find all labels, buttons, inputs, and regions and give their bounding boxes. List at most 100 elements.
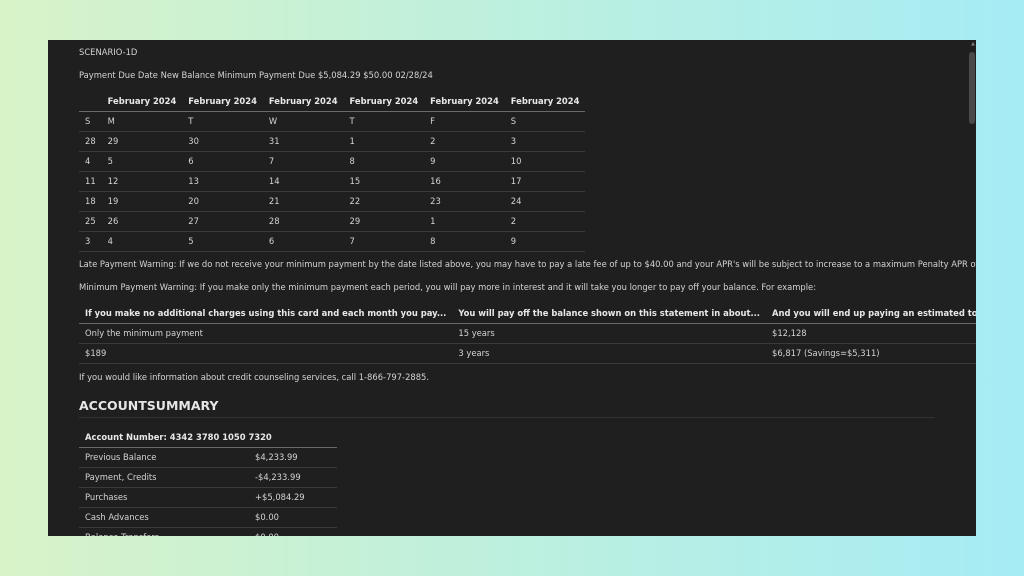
- calendar-cell: 13: [182, 171, 263, 192]
- calendar-cell: 22: [343, 191, 425, 212]
- summary-row: Previous Balance $4,233.99: [79, 447, 337, 468]
- account-summary-heading: ACCOUNTSUMMARY: [79, 398, 935, 418]
- calendar-row: 25 26 27 28 29 1 2: [79, 211, 586, 232]
- calendar-cell: 12: [101, 171, 183, 192]
- account-number-header: Account Number: 4342 3780 1050 7320: [79, 427, 337, 448]
- scenario-label: SCENARIO-1D: [79, 47, 138, 57]
- payoff-header: You will pay off the balance shown on th…: [452, 303, 766, 324]
- document-window: SCENARIO-1D Payment Due Date New Balance…: [48, 40, 976, 536]
- minimum-payment-warning: Minimum Payment Warning: If you make onl…: [79, 282, 817, 292]
- calendar-header: February 2024: [182, 91, 263, 112]
- calendar-cell: 21: [262, 191, 344, 212]
- calendar-cell: S: [504, 111, 586, 132]
- payoff-cell: 15 years: [452, 323, 766, 344]
- calendar-header: February 2024: [343, 91, 425, 112]
- calendar-cell: 26: [101, 211, 183, 232]
- calendar-row: 4 5 6 7 8 9 10: [79, 151, 586, 172]
- calendar-cell: 14: [262, 171, 344, 192]
- calendar-cell: 2: [424, 131, 505, 152]
- payoff-cell: $6,817 (Savings=$5,311): [766, 343, 976, 364]
- calendar-cell: 19: [101, 191, 183, 212]
- calendar-cell: 31: [262, 131, 344, 152]
- summary-value: $0.00: [249, 507, 337, 528]
- account-summary-table: Account Number: 4342 3780 1050 7320 Prev…: [79, 427, 337, 536]
- payoff-cell: $12,128: [766, 323, 976, 344]
- summary-label: Cash Advances: [79, 507, 249, 528]
- calendar-cell: 29: [343, 211, 425, 232]
- scrollbar-thumb[interactable]: [969, 52, 975, 124]
- summary-row: Cash Advances $0.00: [79, 507, 337, 528]
- calendar-cell: 4: [79, 151, 102, 172]
- payoff-table: If you make no additional charges using …: [79, 303, 976, 364]
- calendar-cell: 3: [79, 231, 102, 252]
- calendar-cell: 18: [79, 191, 102, 212]
- payoff-cell: $189: [79, 343, 453, 364]
- calendar-cell: 28: [262, 211, 344, 232]
- payoff-header: If you make no additional charges using …: [79, 303, 453, 324]
- calendar-cell: T: [182, 111, 263, 132]
- calendar-cell: 4: [101, 231, 183, 252]
- calendar-cell: 9: [504, 231, 586, 252]
- calendar-cell: 30: [182, 131, 263, 152]
- calendar-cell: 10: [504, 151, 586, 172]
- vertical-scrollbar[interactable]: ▲: [968, 40, 976, 536]
- summary-row: Balance Transfers$0.00: [79, 527, 337, 536]
- summary-label: Purchases: [79, 487, 249, 508]
- calendar-header: February 2024: [504, 91, 586, 112]
- summary-row: Purchases +$5,084.29: [79, 487, 337, 508]
- calendar-cell: 5: [101, 151, 183, 172]
- calendar-cell: F: [424, 111, 505, 132]
- calendar-cell: 20: [182, 191, 263, 212]
- payment-summary-line: Payment Due Date New Balance Minimum Pay…: [79, 70, 433, 80]
- calendar-cell: 6: [182, 151, 263, 172]
- calendar-cell: 28: [79, 131, 102, 152]
- calendar-cell: M: [101, 111, 183, 132]
- payoff-cell: 3 years: [452, 343, 766, 364]
- calendar-row: 28 29 30 31 1 2 3: [79, 131, 586, 152]
- summary-label: Balance Transfers: [79, 527, 249, 536]
- calendar-cell: 24: [504, 191, 586, 212]
- summary-value: $4,233.99: [249, 447, 337, 468]
- calendar-header: February 2024: [101, 91, 183, 112]
- summary-row: Payment, Credits -$4,233.99: [79, 467, 337, 488]
- calendar-cell: 3: [504, 131, 586, 152]
- calendar-header: [79, 91, 102, 112]
- calendar-cell: 5: [182, 231, 263, 252]
- credit-counseling-note: If you would like information about cred…: [79, 372, 430, 382]
- calendar-cell: 16: [424, 171, 505, 192]
- payoff-row: Only the minimum payment 15 years $12,128: [79, 323, 976, 344]
- payoff-row: $189 3 years $6,817 (Savings=$5,311): [79, 343, 976, 364]
- calendar-cell: S: [79, 111, 102, 132]
- calendar-cell: 17: [504, 171, 586, 192]
- calendar-cell: 15: [343, 171, 425, 192]
- summary-value: -$4,233.99: [249, 467, 337, 488]
- calendar-row: 11 12 13 14 15 16 17: [79, 171, 586, 192]
- calendar-row: 18 19 20 21 22 23 24: [79, 191, 586, 212]
- calendar-cell: 29: [101, 131, 183, 152]
- summary-label: Payment, Credits: [79, 467, 249, 488]
- summary-label: Previous Balance: [79, 447, 249, 468]
- calendar-cell: 23: [424, 191, 505, 212]
- payoff-cell: Only the minimum payment: [79, 323, 453, 344]
- calendar-header: February 2024: [262, 91, 344, 112]
- summary-value: +$5,084.29: [249, 487, 337, 508]
- calendar-cell: 8: [424, 231, 505, 252]
- calendar-cell: 6: [262, 231, 344, 252]
- calendar-header: February 2024: [424, 91, 505, 112]
- summary-value: $0.00: [249, 527, 337, 536]
- calendar-cell: T: [343, 111, 425, 132]
- calendar-cell: 25: [79, 211, 102, 232]
- payoff-header: And you will end up paying an estimated …: [766, 303, 976, 324]
- calendar-cell: 1: [424, 211, 505, 232]
- calendar-cell: 27: [182, 211, 263, 232]
- calendar-cell: 9: [424, 151, 505, 172]
- calendar-cell: 2: [504, 211, 586, 232]
- calendar-cell: W: [262, 111, 344, 132]
- calendar-table: February 2024 February 2024 February 2024 F…: [79, 91, 586, 252]
- calendar-cell: 11: [79, 171, 102, 192]
- calendar-cell: 7: [262, 151, 344, 172]
- calendar-cell: 7: [343, 231, 425, 252]
- scroll-up-arrow-icon[interactable]: ▲: [971, 41, 975, 47]
